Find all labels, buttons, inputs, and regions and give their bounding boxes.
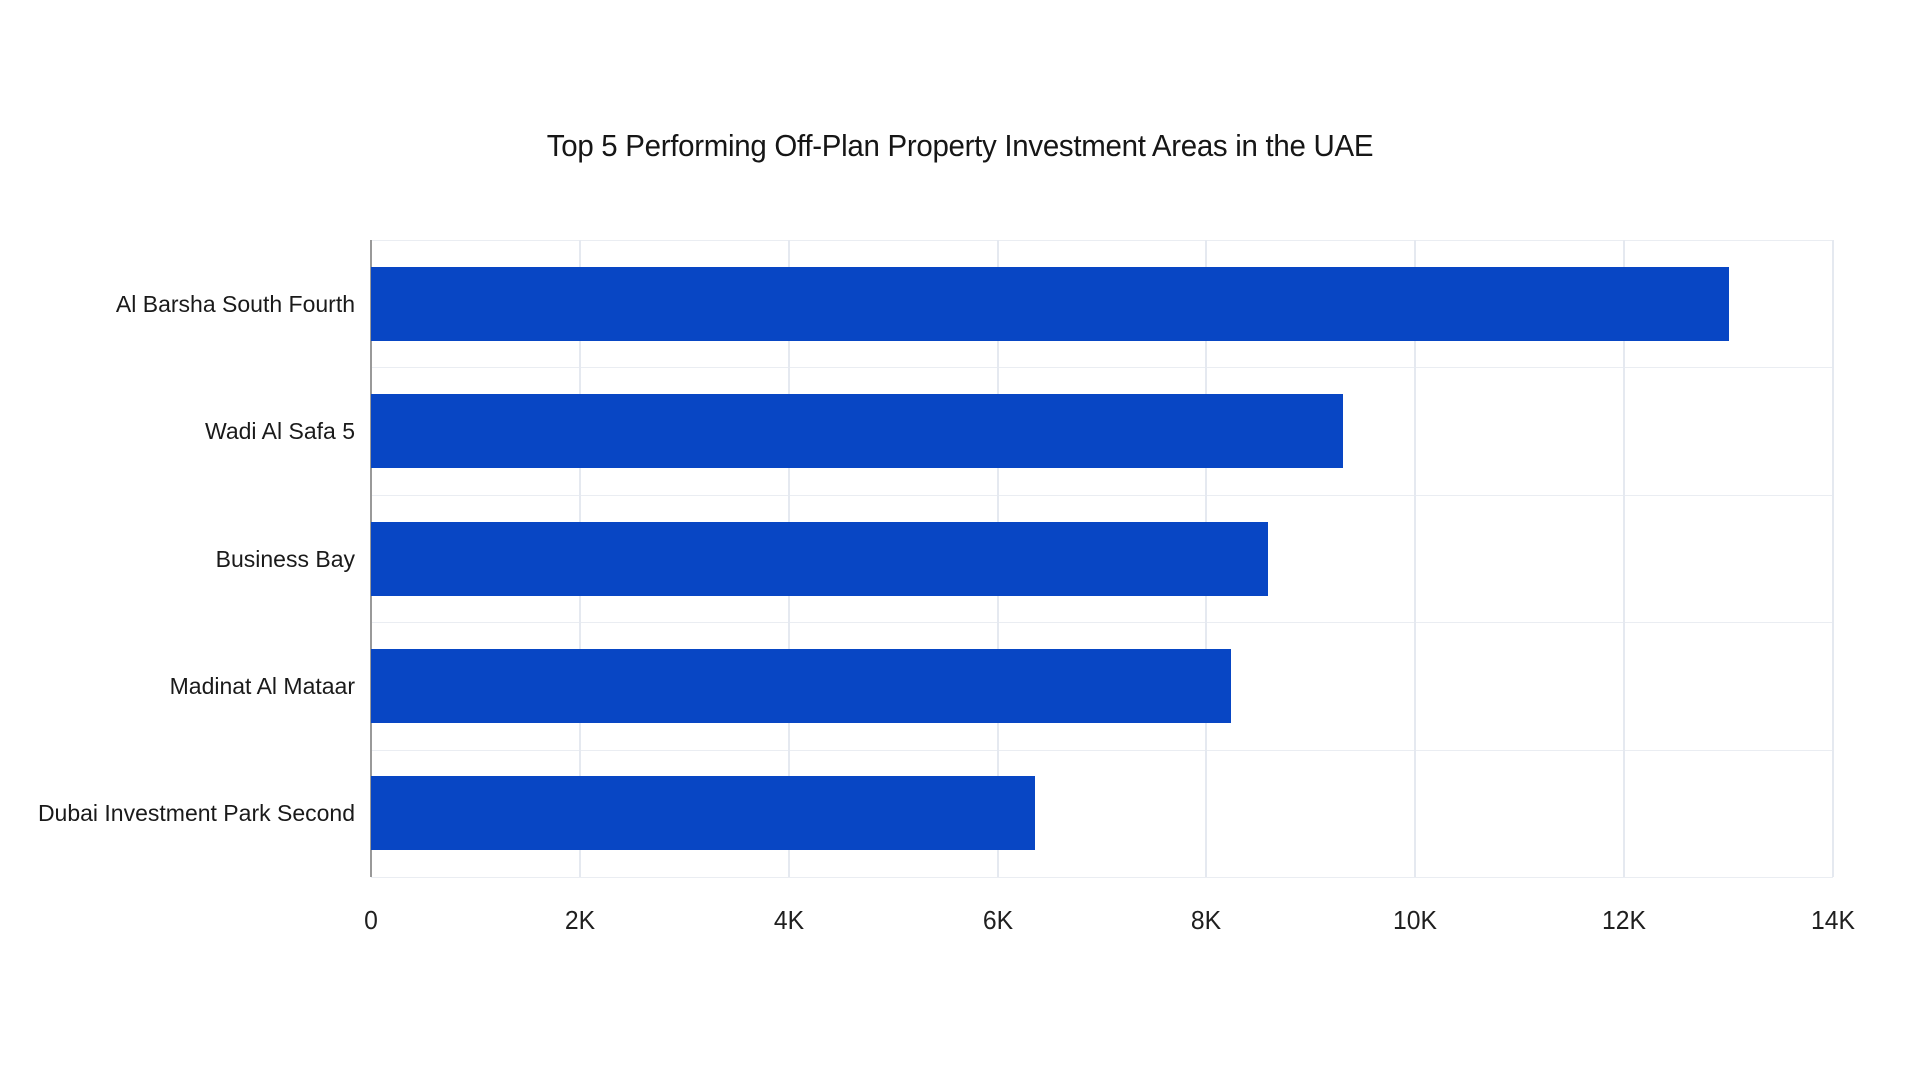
x-axis-tick-label: 12K [1602, 905, 1647, 935]
y-axis-label: Al Barsha South Fourth [115, 290, 355, 317]
bar [371, 776, 1036, 851]
horizontal-gridline [371, 877, 1833, 878]
horizontal-gridline [371, 240, 1833, 241]
horizontal-gridline [371, 622, 1833, 624]
vertical-gridline [1414, 240, 1417, 877]
x-axis-tick-label: 0 [364, 905, 378, 935]
horizontal-gridline [371, 749, 1833, 751]
bar [371, 521, 1269, 596]
horizontal-gridline [371, 367, 1833, 369]
vertical-gridline [1832, 240, 1834, 877]
vertical-gridline [1623, 240, 1626, 877]
y-axis-label: Dubai Investment Park Second [37, 800, 355, 827]
y-axis-label: Madinat Al Mataar [169, 672, 355, 699]
x-axis-tick-label: 14K [1811, 905, 1855, 935]
chart-title: Top 5 Performing Off-Plan Property Inves… [546, 128, 1374, 163]
bar [371, 648, 1232, 723]
y-axis-label: Business Bay [215, 545, 355, 572]
x-axis-tick-label: 2K [564, 905, 595, 935]
x-axis-tick-label: 10K [1393, 905, 1438, 935]
horizontal-gridline [371, 494, 1833, 496]
x-axis-tick-label: 8K [1191, 905, 1222, 935]
y-axis-label: Wadi Al Safa 5 [204, 418, 355, 445]
x-axis-tick-label: 6K [982, 905, 1013, 935]
x-axis-tick-label: 4K [773, 905, 804, 935]
bar [371, 266, 1729, 341]
plot-area [370, 240, 1834, 878]
bar [371, 394, 1344, 469]
